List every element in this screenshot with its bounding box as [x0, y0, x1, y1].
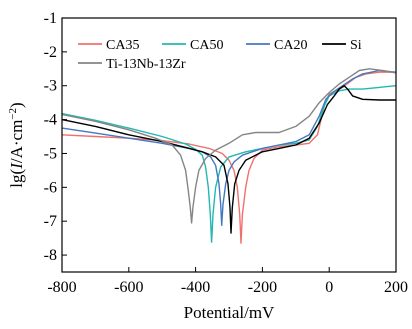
x-tick-label: -600 [114, 279, 143, 296]
x-tick-label: 0 [325, 279, 333, 296]
series-line-2 [61, 85, 397, 243]
axis-ticks: -800 -600 -400 -200 0 200 -1 -2 -3 -4 -5 -6 -7 -8 [44, 10, 408, 296]
y-title-part-unit: /A·cm [7, 120, 26, 163]
legend: CA35 CA50 CA20 Si Ti-13Nb-13Zr [78, 38, 362, 72]
x-tick-label: -400 [181, 279, 210, 296]
y-tick-label: -8 [44, 247, 57, 264]
legend-label-5: Ti-13Nb-13Zr [106, 57, 186, 72]
x-axis-title: Potential/mV [184, 303, 275, 322]
x-tick-label: 200 [384, 279, 408, 296]
series-line-4 [61, 85, 396, 234]
y-tick-label: -4 [44, 112, 57, 129]
x-tick-label: -800 [47, 279, 76, 296]
series-curves [61, 68, 397, 244]
y-title-part-exponent: −2 [7, 108, 19, 120]
y-tick-label: -2 [44, 44, 57, 61]
y-tick-label: -6 [44, 179, 57, 196]
plot-frame [61, 17, 397, 273]
legend-label-2: CA50 [190, 38, 223, 53]
y-tick-label: -3 [44, 78, 57, 95]
y-tick-label: -7 [44, 213, 57, 230]
y-axis-title: lg(I/A·cm−2) [7, 102, 26, 187]
legend-label-3: CA20 [274, 38, 307, 53]
x-tick-label: -200 [248, 279, 277, 296]
legend-label-4: Si [350, 38, 362, 53]
series-line-5 [61, 68, 397, 224]
y-title-part-close: ) [7, 102, 26, 108]
legend-label-1: CA35 [106, 38, 139, 53]
y-title-part-current: I [7, 162, 26, 170]
y-tick-label: -1 [44, 10, 57, 27]
y-title-part-open: lg( [7, 168, 26, 187]
y-tick-label: -5 [44, 145, 57, 162]
